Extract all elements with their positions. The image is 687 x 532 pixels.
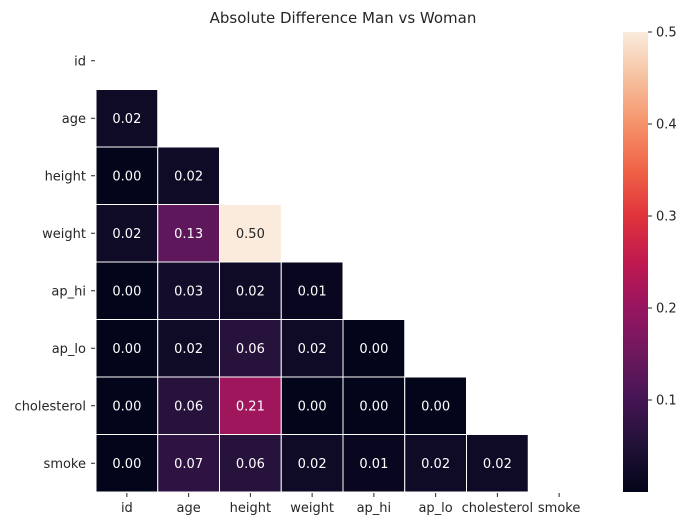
cell-value-label: 0.02 xyxy=(174,169,203,184)
cell-value-label: 0.02 xyxy=(174,342,203,357)
cell-value-label: 0.00 xyxy=(421,399,450,414)
column-label-age: age xyxy=(177,501,201,516)
column-label-cholesterol: cholesterol xyxy=(462,501,533,516)
heatmap-cell-height-age xyxy=(157,146,220,205)
cell-value-label: 0.02 xyxy=(421,457,450,472)
column-label-height: height xyxy=(230,501,271,516)
row-tick-labels: id age height weight ap_hi ap_lo cholesterol sm… xyxy=(15,54,95,472)
cell-value-label: 0.00 xyxy=(359,399,388,414)
heatmap-cell-ap_hi-weight xyxy=(280,261,344,320)
heatmap-cell-smoke-id xyxy=(95,434,159,493)
cell-value-label: 0.03 xyxy=(174,284,203,299)
heatmap-cells: 0.02 0.00 0.02 0.02 0.13 0.50 0.00 0.03 0.02 0.01… xyxy=(95,89,529,493)
cell-value-label: 0.02 xyxy=(298,457,327,472)
row-label-ap_hi: ap_hi xyxy=(51,284,86,299)
row-label-age: age xyxy=(62,112,86,127)
row-label-id: id xyxy=(74,54,86,69)
column-label-ap_lo: ap_lo xyxy=(418,501,452,516)
cell-value-label: 0.21 xyxy=(236,399,265,414)
column-tick-labels: id age height weight ap_hi ap_lo cholesterol sm… xyxy=(121,493,580,516)
heatmap-cell-smoke-cholesterol xyxy=(466,434,529,493)
cell-value-label: 0.00 xyxy=(112,342,141,357)
chart-title: Absolute Difference Man vs Woman xyxy=(210,9,477,27)
cell-value-label: 0.00 xyxy=(298,399,327,414)
cell-value-label: 0.01 xyxy=(298,284,327,299)
cell-value-label: 0.02 xyxy=(298,342,327,357)
cell-value-label: 0.50 xyxy=(236,227,265,242)
column-label-smoke: smoke xyxy=(538,501,580,516)
heatmap-cell-height-id xyxy=(95,146,159,205)
heatmap-cell-smoke-age xyxy=(157,434,220,493)
heatmap-cell-cholesterol-id xyxy=(95,376,159,435)
heatmap-cell-cholesterol-height xyxy=(219,376,282,435)
row-label-smoke: smoke xyxy=(44,457,86,472)
cell-value-label: 0.06 xyxy=(236,342,265,357)
heatmap-cell-cholesterol-ap_hi xyxy=(342,376,406,435)
colorbar-tick-label: 0.1 xyxy=(656,394,677,409)
heatmap-cell-ap_lo-age xyxy=(157,319,220,378)
heatmap-cell-cholesterol-age xyxy=(157,376,220,435)
colorbar-tick-label: 0.4 xyxy=(656,118,677,133)
cell-value-label: 0.00 xyxy=(112,457,141,472)
cell-value-label: 0.07 xyxy=(174,457,203,472)
heatmap-cell-age-id xyxy=(95,89,159,148)
heatmap-cell-cholesterol-weight xyxy=(280,376,344,435)
cell-value-label: 0.06 xyxy=(236,457,265,472)
colorbar: 0.1 0.2 0.3 0.4 0.5 xyxy=(623,26,677,492)
cell-value-label: 0.02 xyxy=(236,284,265,299)
row-label-ap_lo: ap_lo xyxy=(52,342,86,357)
cell-value-label: 0.02 xyxy=(112,227,141,242)
colorbar-tick-label: 0.2 xyxy=(656,302,677,317)
cell-value-label: 0.00 xyxy=(112,284,141,299)
heatmap-cell-weight-height xyxy=(219,204,282,263)
cell-value-label: 0.00 xyxy=(112,169,141,184)
cell-value-label: 0.02 xyxy=(483,457,512,472)
heatmap-cell-ap_lo-weight xyxy=(280,319,344,378)
column-label-ap_hi: ap_hi xyxy=(357,501,392,516)
row-label-weight: weight xyxy=(42,227,86,242)
heatmap-cell-smoke-ap_lo xyxy=(404,434,467,493)
colorbar-tick-label: 0.5 xyxy=(656,26,677,41)
cell-value-label: 0.02 xyxy=(112,112,141,127)
cell-value-label: 0.01 xyxy=(359,457,388,472)
heatmap-cell-ap_hi-age xyxy=(157,261,220,320)
row-label-height: height xyxy=(45,169,86,184)
heatmap-cell-smoke-weight xyxy=(280,434,344,493)
column-label-id: id xyxy=(121,501,133,516)
cell-value-label: 0.00 xyxy=(359,342,388,357)
heatmap-cell-cholesterol-ap_lo xyxy=(404,376,467,435)
cell-value-label: 0.06 xyxy=(174,399,203,414)
colorbar-tick-label: 0.3 xyxy=(656,210,677,225)
cell-value-label: 0.00 xyxy=(112,399,141,414)
column-label-weight: weight xyxy=(290,501,334,516)
row-label-cholesterol: cholesterol xyxy=(15,399,86,414)
cell-value-label: 0.13 xyxy=(174,227,203,242)
colorbar-gradient xyxy=(623,32,648,492)
